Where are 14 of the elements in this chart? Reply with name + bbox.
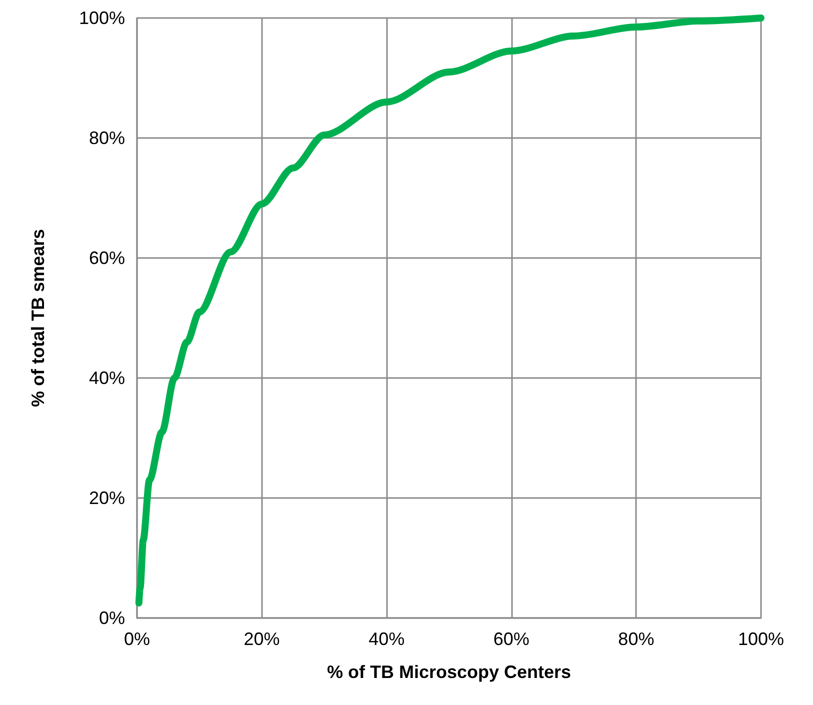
y-tick-label: 100% — [78, 8, 125, 28]
x-axis-title: % of TB Microscopy Centers — [326, 662, 572, 682]
y-tick-label: 40% — [88, 368, 125, 388]
y-tick-label: 80% — [88, 128, 125, 148]
x-tick-label: 40% — [368, 629, 405, 649]
x-tick-label: 0% — [124, 629, 150, 649]
x-tick-label: 100% — [738, 629, 784, 649]
x-tick-label: 20% — [244, 629, 280, 649]
y-tick-label: 0% — [98, 608, 125, 628]
x-tick-label: 80% — [618, 629, 654, 649]
x-tick-label: 60% — [493, 629, 530, 649]
y-axis-title: % of total TB smears — [28, 228, 48, 408]
y-tick-label: 60% — [88, 248, 125, 268]
y-tick-label: 20% — [88, 488, 125, 508]
